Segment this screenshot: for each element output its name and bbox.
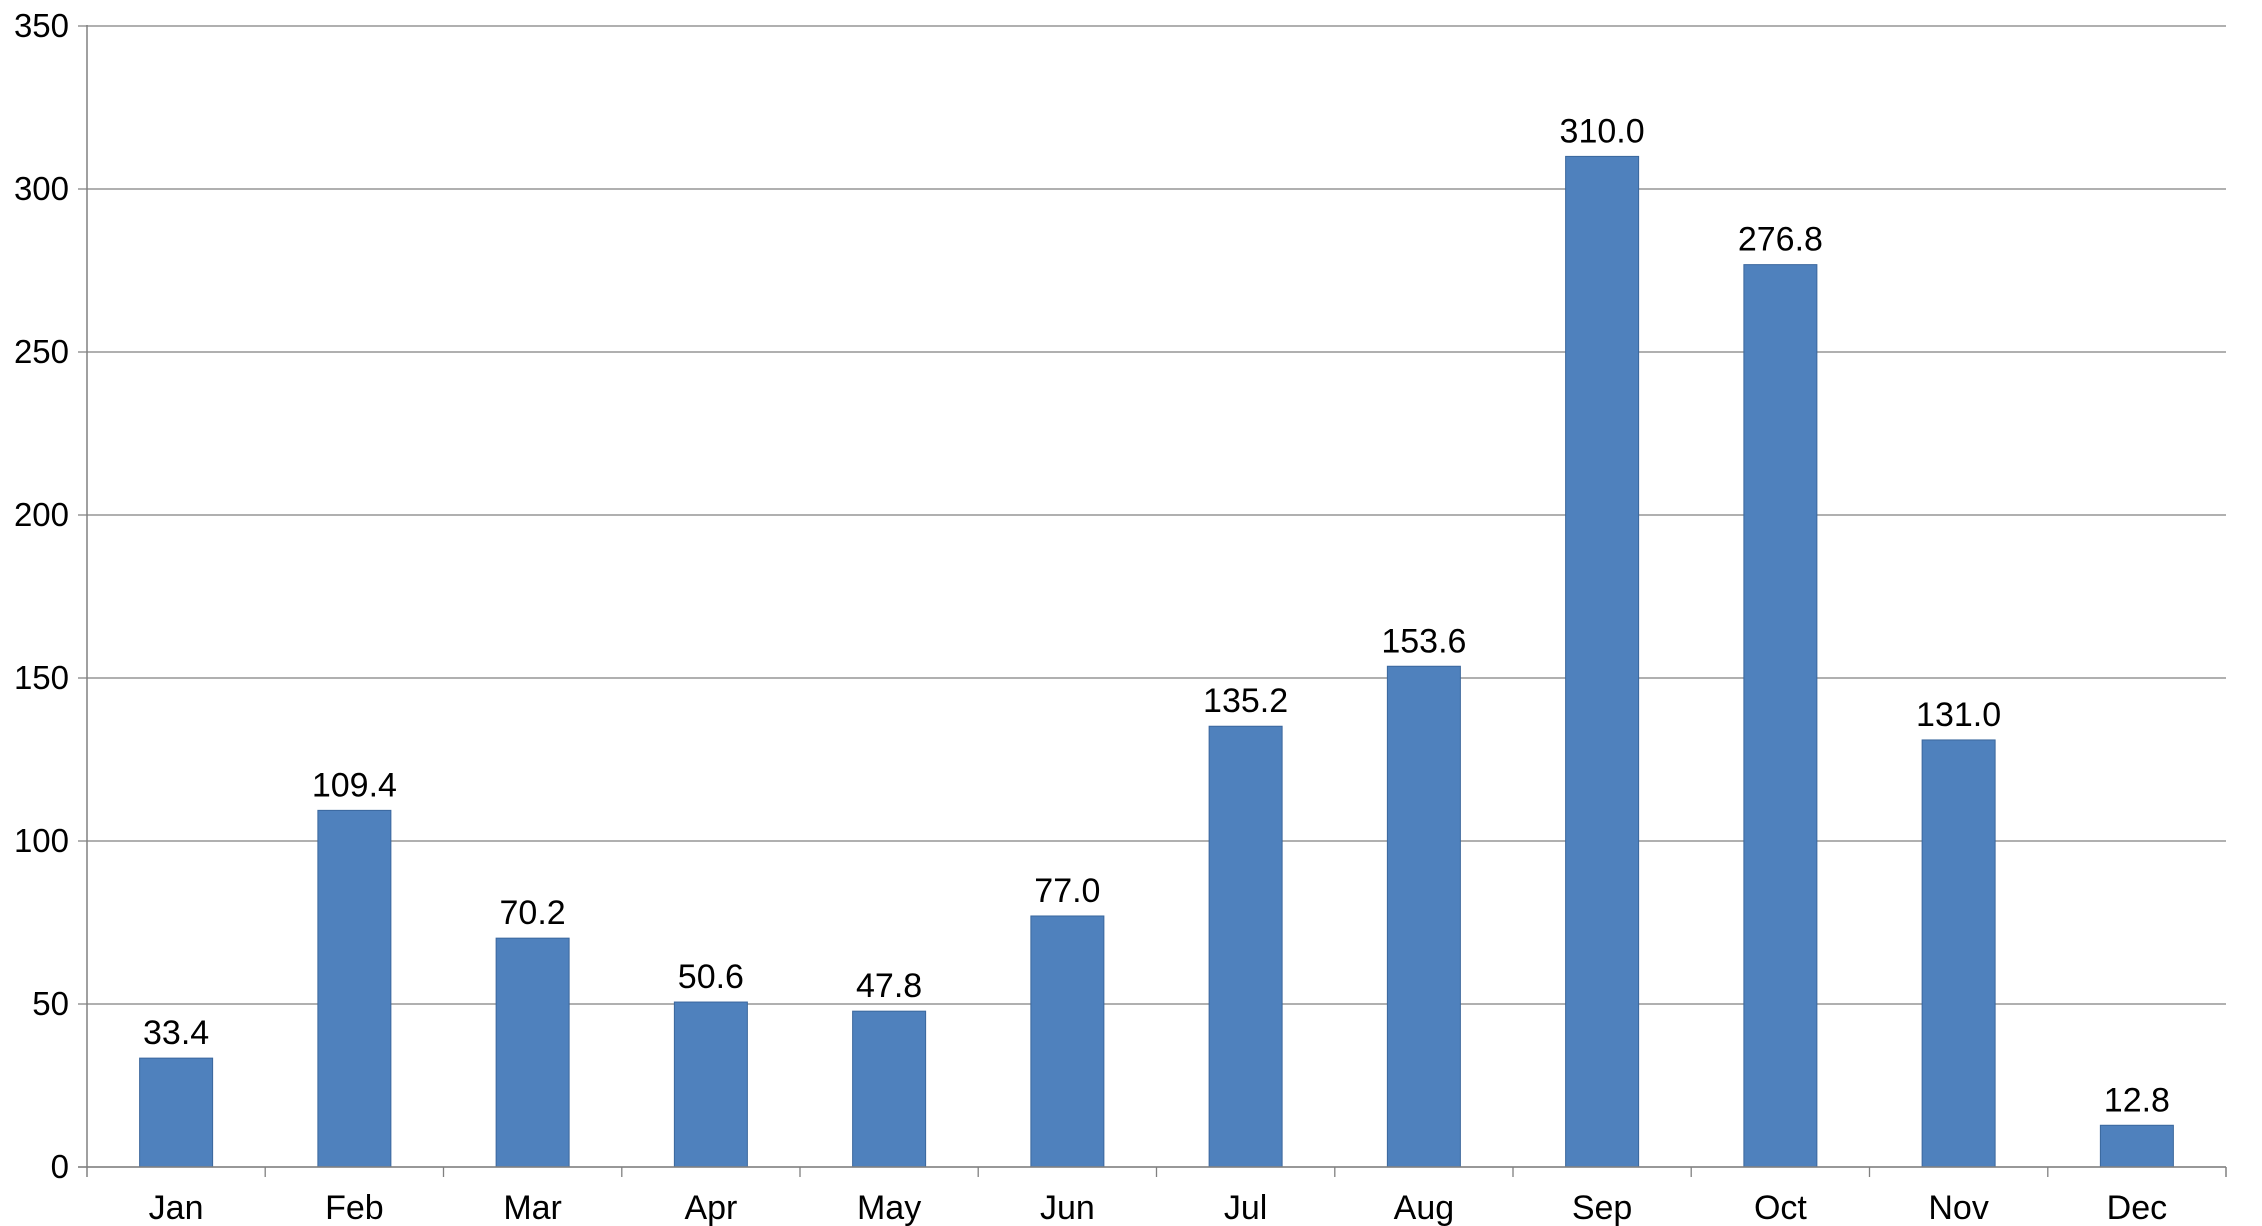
- svg-text:Nov: Nov: [1928, 1189, 1988, 1226]
- svg-text:310.0: 310.0: [1560, 112, 1645, 150]
- svg-text:Aug: Aug: [1394, 1189, 1455, 1226]
- svg-text:50: 50: [32, 985, 69, 1022]
- svg-text:100: 100: [14, 822, 69, 859]
- svg-text:47.8: 47.8: [856, 967, 922, 1005]
- svg-text:Sep: Sep: [1572, 1189, 1633, 1226]
- svg-text:250: 250: [14, 333, 69, 370]
- svg-text:350: 350: [14, 7, 69, 44]
- svg-text:Jan: Jan: [149, 1189, 204, 1226]
- svg-text:Oct: Oct: [1754, 1189, 1807, 1226]
- svg-text:Feb: Feb: [325, 1189, 384, 1226]
- svg-text:276.8: 276.8: [1738, 221, 1823, 259]
- svg-text:May: May: [857, 1189, 921, 1226]
- svg-text:300: 300: [14, 170, 69, 207]
- svg-text:77.0: 77.0: [1034, 872, 1100, 910]
- svg-text:Jun: Jun: [1040, 1189, 1095, 1226]
- svg-text:109.4: 109.4: [312, 766, 397, 804]
- svg-text:131.0: 131.0: [1916, 696, 2001, 734]
- svg-text:Apr: Apr: [684, 1189, 737, 1226]
- svg-text:150: 150: [14, 659, 69, 696]
- svg-text:Dec: Dec: [2107, 1189, 2167, 1226]
- svg-text:12.8: 12.8: [2104, 1081, 2170, 1119]
- svg-text:200: 200: [14, 496, 69, 533]
- svg-text:135.2: 135.2: [1203, 682, 1288, 720]
- svg-text:33.4: 33.4: [143, 1014, 209, 1052]
- svg-text:153.6: 153.6: [1381, 622, 1466, 660]
- svg-text:Mar: Mar: [503, 1189, 562, 1226]
- svg-text:Jul: Jul: [1224, 1189, 1267, 1226]
- svg-text:50.6: 50.6: [678, 958, 744, 996]
- svg-text:70.2: 70.2: [500, 894, 566, 932]
- svg-text:0: 0: [51, 1148, 69, 1185]
